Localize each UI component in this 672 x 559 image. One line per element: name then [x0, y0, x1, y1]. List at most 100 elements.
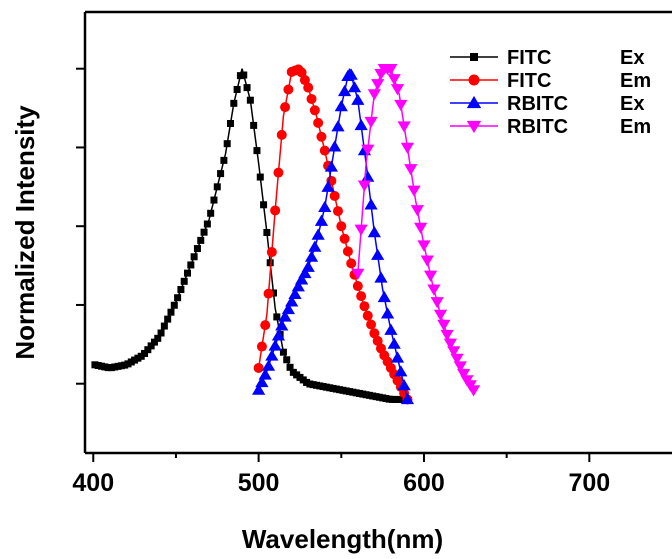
data-point — [270, 289, 278, 297]
data-point — [279, 348, 287, 356]
series-2 — [252, 68, 415, 405]
data-point — [303, 82, 314, 93]
x-axis-label: Wavelength(nm) — [242, 524, 443, 554]
data-point — [338, 84, 352, 97]
data-point — [440, 329, 454, 342]
data-point — [380, 307, 395, 319]
data-point — [233, 85, 241, 93]
data-point — [384, 323, 398, 335]
x-tick-label: 600 — [403, 469, 445, 497]
data-point — [447, 346, 461, 358]
legend-item: RBITC Ex — [450, 93, 644, 115]
plot-area — [83, 10, 672, 455]
data-point — [230, 99, 238, 107]
data-point — [377, 290, 391, 303]
data-point — [364, 116, 378, 129]
data-point — [283, 356, 291, 364]
data-point — [371, 79, 385, 91]
data-point — [371, 248, 385, 260]
legend-marker — [470, 53, 478, 61]
data-point — [394, 365, 408, 377]
data-point — [296, 67, 307, 78]
data-point — [150, 338, 158, 346]
data-point — [466, 385, 481, 397]
data-point — [332, 206, 343, 217]
data-point — [369, 328, 380, 339]
data-point — [354, 118, 368, 131]
data-point — [367, 89, 381, 101]
x-axis: 400 500 600 700 — [72, 453, 610, 497]
data-point — [256, 341, 267, 352]
data-point — [263, 288, 274, 299]
data-point — [324, 160, 338, 172]
data-point — [184, 269, 192, 277]
data-point — [387, 74, 401, 86]
data-point — [361, 144, 375, 156]
data-point — [160, 322, 168, 330]
data-point — [301, 260, 315, 272]
data-point — [390, 351, 405, 363]
data-point — [227, 120, 235, 128]
data-point — [366, 319, 377, 330]
data-point — [256, 173, 264, 181]
data-point — [180, 277, 188, 285]
data-point — [260, 201, 268, 209]
data-point — [288, 287, 302, 299]
data-point — [270, 205, 281, 216]
data-point — [265, 349, 279, 361]
data-point — [351, 268, 365, 280]
data-point — [220, 156, 228, 164]
data-point — [367, 226, 381, 238]
data-point — [400, 392, 415, 405]
data-point — [255, 375, 269, 388]
data-point — [357, 180, 372, 192]
data-point — [313, 117, 324, 128]
data-point — [190, 253, 198, 261]
legend-item: FITC Em — [450, 70, 651, 92]
data-point — [260, 320, 271, 331]
data-point — [147, 342, 155, 350]
data-point — [437, 319, 451, 331]
data-point — [450, 353, 464, 365]
data-point — [283, 84, 294, 95]
data-point — [387, 337, 401, 349]
data-point — [329, 190, 340, 201]
legend-item: RBITC Em — [450, 116, 651, 138]
data-point — [397, 379, 411, 391]
y-axis — [76, 67, 85, 385]
data-point — [359, 301, 370, 312]
data-point — [433, 309, 448, 321]
data-point — [384, 63, 398, 76]
data-point — [430, 297, 444, 309]
data-point — [207, 209, 215, 217]
data-point — [144, 346, 152, 354]
y-axis-label: Normalized Intensity — [10, 105, 40, 360]
data-point — [295, 273, 309, 285]
data-point — [167, 308, 175, 316]
data-point — [306, 93, 317, 104]
data-point — [177, 286, 185, 294]
data-point — [318, 200, 332, 213]
data-point — [263, 229, 271, 236]
data-point — [427, 284, 441, 296]
data-point — [453, 361, 467, 373]
data-point — [261, 359, 276, 371]
series-3 — [351, 63, 481, 397]
data-point — [404, 164, 418, 176]
data-point — [423, 270, 438, 282]
series-layer — [91, 63, 481, 405]
data-point — [253, 362, 264, 373]
data-point — [187, 261, 195, 269]
data-point — [443, 338, 458, 350]
data-point — [266, 247, 277, 258]
data-point — [361, 170, 375, 182]
data-point — [258, 368, 272, 380]
legend-label: FITC — [507, 47, 551, 69]
data-point — [299, 75, 310, 86]
data-point — [420, 255, 434, 267]
data-point — [321, 180, 335, 192]
data-point — [271, 329, 286, 341]
data-point — [291, 280, 305, 292]
data-point — [339, 233, 350, 244]
